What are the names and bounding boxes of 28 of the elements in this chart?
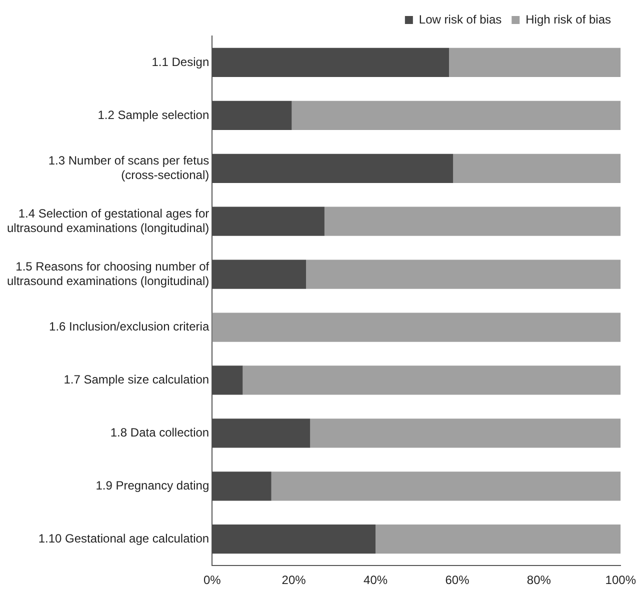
y-tick-label: 1.4 Selection of gestational ages for ultrasound examinations (longitudinal) [6, 206, 210, 235]
bar [449, 48, 621, 78]
y-tick-label: 1.7 Sample size calculation [64, 372, 210, 387]
bar [242, 366, 621, 395]
x-tick-label: 80% [526, 573, 552, 588]
bar [306, 260, 621, 289]
x-tick-label: 0% [203, 573, 222, 588]
y-tick-label: 1.3 Number of scans per fetus (cross-sectional) [48, 154, 210, 182]
bar [271, 472, 621, 501]
x-tick-label: 60% [445, 573, 470, 588]
y-tick-label: 1.8 Data collection [110, 426, 210, 440]
bar [324, 206, 621, 236]
bar [376, 524, 621, 554]
y-tick-label: 1.9 Pregnancy dating [96, 478, 210, 492]
y-tick-label: 1.5 Reasons for choosing number of ultrasound examinations (longitudinal) [6, 259, 210, 288]
x-tick-label: 100% [605, 573, 636, 588]
y-tick-label: 1.10 Gestational age calculation [38, 531, 210, 546]
bar [292, 100, 621, 130]
legend-label: High risk of bias [526, 12, 612, 26]
legend-label: Low risk of bias [418, 12, 502, 26]
bar [453, 154, 621, 183]
y-tick-label: 1.6 Inclusion/exclusion criteria [49, 320, 210, 334]
y-tick-label: 1.2 Sample selection [98, 108, 210, 122]
bar [212, 312, 621, 342]
bar [310, 418, 621, 448]
x-tick-label: 20% [282, 573, 306, 588]
y-tick-label: 1.1 Design [152, 54, 210, 69]
x-tick-label: 40% [364, 573, 388, 588]
